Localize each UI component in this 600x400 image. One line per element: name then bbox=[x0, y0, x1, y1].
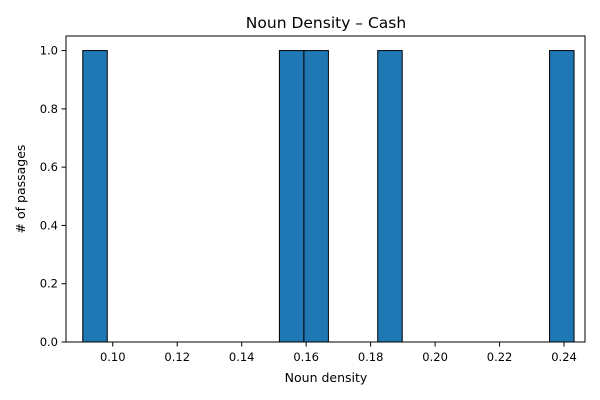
x-tick-label: 0.22 bbox=[487, 350, 513, 364]
x-axis-label: Noun density bbox=[285, 370, 368, 385]
x-tick-label: 0.16 bbox=[293, 350, 319, 364]
plot-frame bbox=[65, 35, 586, 343]
x-tick-label: 0.18 bbox=[358, 350, 384, 364]
x-axis-ticks: 0.10 0.12 0.14 0.16 0.18 0.20 0.22 0.24 bbox=[100, 342, 577, 364]
bars-group bbox=[82, 50, 575, 343]
x-tick-label: 0.10 bbox=[100, 350, 126, 364]
histogram-bar-2 bbox=[278, 50, 305, 343]
histogram-bar-1 bbox=[82, 50, 108, 343]
x-tick-label: 0.14 bbox=[229, 350, 255, 364]
y-axis-ticks: 0.0 0.2 0.4 0.6 0.8 1.0 bbox=[40, 44, 66, 349]
histogram-bar-5 bbox=[549, 50, 575, 343]
x-tick-label: 0.12 bbox=[164, 350, 190, 364]
y-tick-label: 0.2 bbox=[40, 277, 58, 291]
y-axis-label: # of passages bbox=[13, 145, 28, 234]
y-tick-label: 0.0 bbox=[40, 335, 58, 349]
y-tick-label: 0.8 bbox=[40, 102, 58, 116]
histogram-bar-3 bbox=[303, 50, 329, 343]
histogram-bar-4 bbox=[377, 50, 403, 343]
y-tick-label: 1.0 bbox=[40, 44, 58, 58]
x-tick-label: 0.24 bbox=[551, 350, 577, 364]
y-tick-label: 0.6 bbox=[40, 160, 58, 174]
chart-title: Noun Density – Cash bbox=[246, 14, 406, 32]
y-tick-label: 0.4 bbox=[40, 218, 58, 232]
x-tick-label: 0.20 bbox=[422, 350, 448, 364]
